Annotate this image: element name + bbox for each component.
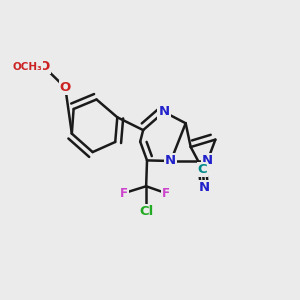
Text: N: N [199, 181, 210, 194]
Text: N: N [158, 106, 169, 118]
Text: Cl: Cl [139, 205, 153, 218]
Text: C: C [198, 163, 207, 176]
Text: N: N [202, 154, 213, 167]
Text: F: F [162, 187, 170, 200]
Text: OCH₃: OCH₃ [13, 62, 42, 72]
Text: O: O [60, 81, 71, 94]
Text: F: F [120, 187, 128, 200]
Text: N: N [165, 154, 176, 167]
Text: O: O [38, 60, 50, 73]
